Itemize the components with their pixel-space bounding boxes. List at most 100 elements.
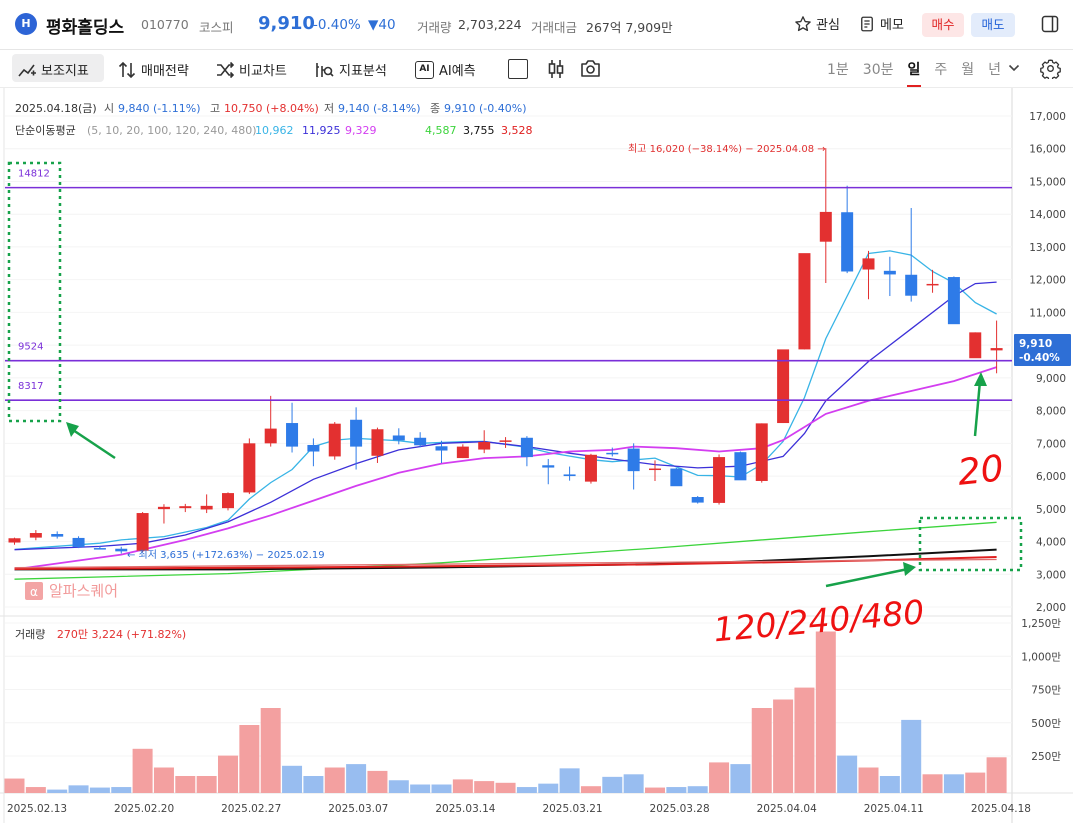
market-name: 코스피 (199, 20, 234, 35)
star-icon (795, 15, 811, 31)
candle (990, 320, 1003, 374)
ma-line-240 (14, 556, 997, 570)
candle (392, 428, 405, 445)
indicator-analysis-button[interactable]: 지표분석 (314, 60, 387, 79)
candle (905, 207, 918, 302)
candle-body (606, 452, 619, 455)
annotation-arrow-right (825, 567, 909, 588)
volume-bar (260, 708, 281, 793)
trading-strategy-button[interactable]: 매매전략 (118, 60, 189, 79)
timeframe-3[interactable]: 주 (934, 62, 948, 78)
timeframe-1[interactable]: 30분 (862, 62, 894, 78)
ai-prediction-button[interactable]: AI AI예측 (415, 60, 476, 79)
ma-legend-periods: (5, 10, 20, 100, 120, 240, 480) (87, 124, 257, 137)
analysis-icon (316, 62, 334, 77)
volume-bar (47, 789, 68, 793)
candle-body (371, 429, 384, 456)
stock-name[interactable]: 평화홀딩스 (46, 18, 125, 38)
buy-button[interactable]: 매수 (922, 13, 964, 37)
sell-button[interactable]: 매도 (971, 13, 1015, 37)
candle-body (264, 428, 277, 444)
price-tick: 6,000 (1036, 471, 1066, 483)
candle-body (72, 537, 85, 548)
candle (350, 407, 363, 470)
time-tick: 2025.04.04 (757, 803, 817, 815)
camera-icon (581, 60, 600, 77)
volume-bar (645, 787, 665, 793)
volume-bar (623, 774, 644, 793)
watch-button[interactable]: 관심 (794, 14, 840, 33)
level-label: 8317 (18, 381, 43, 392)
candle-body (691, 497, 704, 503)
compare-chart-button[interactable]: 비교차트 (216, 60, 287, 79)
annotation-arrow-up (973, 380, 982, 437)
volume-bar (495, 782, 516, 793)
candle (862, 250, 875, 300)
candle (499, 437, 512, 448)
time-tick: 2025.03.14 (435, 803, 495, 815)
volume-tick: 500만 (1031, 718, 1061, 730)
candle (115, 546, 128, 554)
candle (691, 496, 704, 504)
timeframe-dropdown[interactable] (1008, 60, 1020, 80)
candle-style-button[interactable] (546, 59, 566, 83)
settings-button[interactable] (1040, 58, 1061, 83)
indicator-analysis-label: 지표분석 (339, 64, 387, 79)
candle-body (392, 435, 405, 441)
box-select-icon[interactable] (508, 59, 528, 79)
price-tick: 12,000 (1029, 275, 1066, 287)
volume-tick: 1,000만 (1021, 651, 1061, 663)
memo-button[interactable]: 메모 (858, 14, 904, 33)
candle-body (51, 534, 64, 537)
price-tag-percent: -0.40% (1019, 352, 1060, 364)
candle (542, 459, 555, 485)
candle (8, 537, 21, 545)
time-tick: 2025.04.11 (864, 803, 924, 815)
price-tick: 3,000 (1036, 569, 1066, 581)
time-tick: 2025.02.27 (221, 803, 281, 815)
aux-indicator-button[interactable]: 보조지표 (18, 60, 89, 79)
volume-bar (89, 787, 110, 793)
candle-body (456, 446, 469, 459)
time-tick: 2025.02.13 (7, 803, 67, 815)
candle-body (435, 446, 448, 451)
amount-label: 거래대금 (531, 20, 578, 35)
timeframe-0[interactable]: 1분 (827, 62, 849, 78)
compare-chart-label: 비교차트 (239, 64, 287, 79)
price-tick: 13,000 (1029, 242, 1066, 254)
candle (627, 443, 640, 490)
candle (200, 494, 213, 514)
candle-body (734, 452, 747, 481)
indicator-add-icon (18, 64, 36, 77)
timeframe-5[interactable]: 년 (988, 62, 1002, 78)
volume-bar (196, 776, 217, 793)
company-logo: H (15, 13, 37, 35)
candle-body (905, 274, 918, 296)
memo-label: 메모 (880, 18, 904, 33)
candle-body (947, 277, 960, 325)
candle (51, 531, 64, 539)
candle (328, 422, 341, 460)
volume-bar (709, 762, 730, 793)
timeframe-2[interactable]: 일 (906, 59, 922, 87)
timeframe-selector: 1분 30분 일 주 월 년 (826, 59, 1008, 87)
candlestick-icon (548, 60, 564, 78)
candle (243, 438, 256, 495)
price-chart[interactable]: 2025.02.13 2025.02.20 2025.02.27 2025.03.07… (0, 88, 1073, 823)
candle (649, 460, 661, 481)
candle (307, 438, 320, 467)
timeframe-4[interactable]: 월 (961, 62, 975, 78)
volume-bar (132, 748, 153, 793)
chevron-down-icon (1008, 64, 1020, 72)
candle-body (670, 468, 683, 487)
volume-bar (538, 783, 559, 793)
volume-bar (282, 765, 303, 793)
horizontal-levels[interactable]: 14812 9524 8317 (5, 169, 1012, 402)
panel-toggle-button[interactable] (1040, 14, 1060, 38)
volume-bar (901, 719, 922, 793)
screenshot-button[interactable] (580, 59, 601, 82)
candle-body (755, 423, 768, 481)
candle (841, 185, 854, 274)
candle-body (584, 454, 597, 482)
legend-close: 9,910 (-0.40%) (444, 102, 526, 115)
